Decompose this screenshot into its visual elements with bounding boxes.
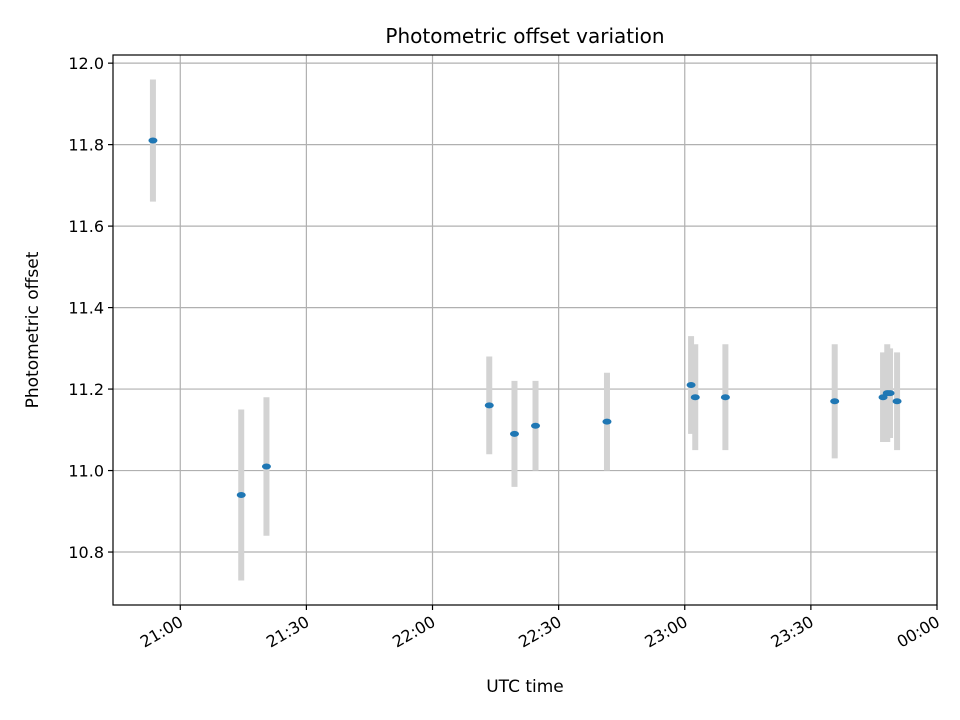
data-points bbox=[148, 137, 902, 498]
data-point bbox=[148, 137, 158, 144]
data-point bbox=[892, 398, 902, 405]
data-point bbox=[720, 394, 730, 401]
chart-title: Photometric offset variation bbox=[385, 24, 664, 48]
data-point bbox=[885, 390, 895, 397]
y-tick-label: 11.0 bbox=[68, 462, 104, 481]
y-axis-ticks: 10.8 11.0 11.2 11.4 11.6 11.8 12.0 bbox=[68, 54, 113, 562]
data-point bbox=[686, 382, 696, 388]
data-point bbox=[509, 430, 519, 437]
y-tick-label: 11.4 bbox=[68, 299, 104, 318]
y-tick-label: 10.8 bbox=[68, 543, 104, 562]
data-point bbox=[484, 402, 494, 409]
y-tick-label: 12.0 bbox=[68, 54, 104, 73]
data-point bbox=[830, 398, 840, 405]
x-axis-title: UTC time bbox=[486, 677, 564, 697]
data-point bbox=[531, 422, 541, 429]
data-point bbox=[690, 394, 700, 401]
y-tick-label: 11.2 bbox=[68, 380, 104, 399]
y-tick-label: 11.8 bbox=[68, 136, 104, 155]
y-tick-label: 11.6 bbox=[68, 217, 104, 236]
data-point bbox=[236, 492, 246, 498]
data-point bbox=[602, 418, 612, 425]
plot-frame bbox=[112, 54, 938, 606]
y-axis-title: Photometric offset bbox=[23, 251, 43, 408]
data-point bbox=[261, 463, 271, 470]
grid bbox=[113, 55, 938, 605]
